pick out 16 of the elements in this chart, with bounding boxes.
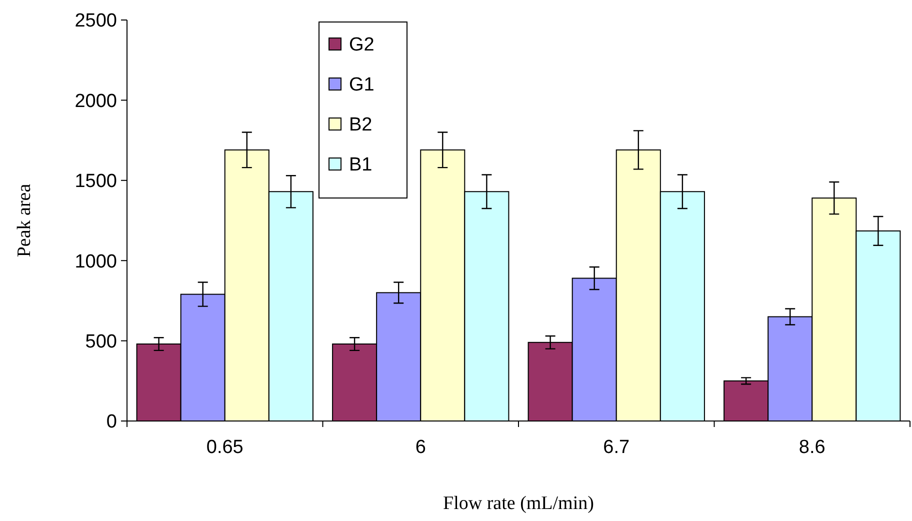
legend-label: G1 [349, 74, 374, 96]
y-axis-title: Peak area [14, 183, 35, 258]
y-tick-label: 1000 [74, 251, 117, 272]
y-tick-label: 2500 [74, 10, 117, 32]
x-tick-label: 6 [415, 437, 426, 458]
y-tick-label: 1500 [74, 171, 117, 192]
y-tick-label: 2000 [74, 90, 117, 112]
legend-label: B1 [349, 154, 372, 176]
y-tick-label: 0 [106, 412, 117, 433]
x-axis-title: Flow rate (mL/min) [443, 493, 594, 514]
x-tick-label: 8.6 [798, 437, 826, 458]
legend-label: B2 [349, 114, 372, 136]
legend-label: G2 [349, 34, 374, 56]
x-tick-label: 0.65 [206, 437, 244, 458]
y-tick-label: 500 [85, 331, 117, 352]
x-tick-label: 6.7 [603, 437, 630, 458]
